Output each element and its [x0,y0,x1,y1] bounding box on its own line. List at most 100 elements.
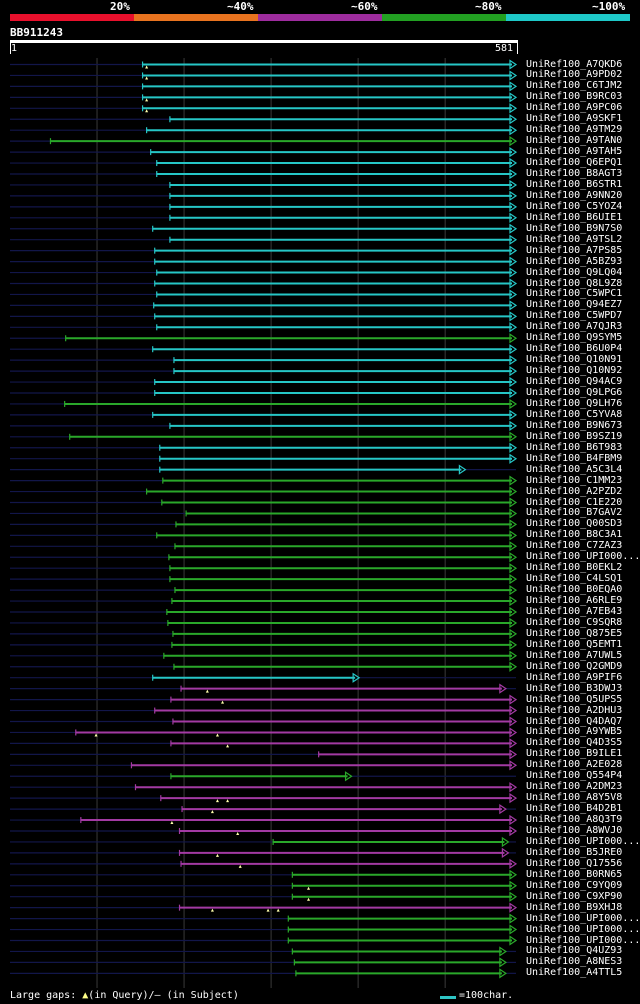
hit-label[interactable]: UniRef100_A9PIF6 [526,671,623,683]
hit-label[interactable]: UniRef100_Q875E5 [526,627,623,639]
hit-label[interactable]: UniRef100_C5WPC1 [526,288,623,300]
query-gap-marker-icon [238,864,242,868]
hit-label[interactable]: UniRef100_B4D2B1 [526,803,623,815]
hit-label[interactable]: UniRef100_A7QKD6 [526,58,623,70]
hit-label[interactable]: UniRef100_A7UWL5 [526,649,623,661]
hit-label[interactable]: UniRef100_C5YVA8 [526,408,623,420]
hit-label[interactable]: UniRef100_Q5UPS5 [526,693,623,705]
hit-label[interactable]: UniRef100_Q9SYM5 [526,332,623,344]
hit-label[interactable]: UniRef100_B0EQA0 [526,584,623,596]
hit-label[interactable]: UniRef100_A9YWB5 [526,726,623,738]
gap-legend-label: Large gaps: [10,990,77,1001]
hit-label[interactable]: UniRef100_C9YQ09 [526,879,623,891]
hit-label[interactable]: UniRef100_A2PZD2 [526,485,623,497]
hit-label[interactable]: UniRef100_Q10N91 [526,354,623,366]
hit-label[interactable]: UniRef100_B9ILE1 [526,748,623,760]
hit-label[interactable]: UniRef100_Q9LH76 [526,397,623,409]
hit-label[interactable]: UniRef100_Q6EPQ1 [526,157,623,169]
hit-label[interactable]: UniRef100_A4TTL5 [526,967,623,979]
hit-arrow-icon [509,355,518,366]
hit-label[interactable]: UniRef100_A9TM29 [526,124,623,136]
hit-arrow-icon [509,92,518,103]
hit-label[interactable]: UniRef100_B9XHJ8 [526,901,623,913]
hit-label[interactable]: UniRef100_A2DM23 [526,781,623,793]
hit-label[interactable]: UniRef100_C9XP90 [526,890,623,902]
hit-label[interactable]: UniRef100_B3DWJ3 [526,682,623,694]
hit-label[interactable]: UniRef100_Q4UZ93 [526,945,623,957]
hit-label[interactable]: UniRef100_B6UIE1 [526,211,623,223]
hit-label[interactable]: UniRef100_B9N7S0 [526,222,623,234]
hit-label[interactable]: UniRef100_UPI000... [526,934,640,946]
hit-label[interactable]: UniRef100_B9RC03 [526,91,623,103]
hit-arrow-icon [509,81,518,92]
hit-label[interactable]: UniRef100_B5JRE0 [526,846,623,858]
hit-arrow-icon [509,431,518,442]
hit-label[interactable]: UniRef100_Q9LPG6 [526,387,623,398]
legend-percent-label: ~100% [592,0,626,13]
hit-label[interactable]: UniRef100_Q4D3S5 [526,737,623,749]
hit-arrow-icon [509,212,518,223]
hit-label[interactable]: UniRef100_Q17556 [526,857,623,869]
hit-label[interactable]: UniRef100_A9TAN0 [526,135,623,147]
hit-label[interactable]: UniRef100_Q94AC9 [526,376,623,388]
hit-label[interactable]: UniRef100_Q554P4 [526,770,623,782]
hit-label[interactable]: UniRef100_Q2GMD9 [526,660,623,672]
hit-label[interactable]: UniRef100_A5C3L4 [526,463,623,475]
hit-label[interactable]: UniRef100_A8Q3T9 [526,814,623,826]
hit-label[interactable]: UniRef100_B9N673 [526,419,623,431]
hit-label[interactable]: UniRef100_A9NN20 [526,189,623,201]
hit-label[interactable]: UniRef100_B0EKL2 [526,562,623,574]
hit-label[interactable]: UniRef100_A9PC06 [526,102,623,114]
hit-label[interactable]: UniRef100_A9TSL2 [526,233,623,245]
hit-label[interactable]: UniRef100_Q9LQ04 [526,266,623,278]
hit-label[interactable]: UniRef100_B6STR1 [526,178,623,190]
hit-label[interactable]: UniRef100_Q8L9Z8 [526,277,623,289]
hit-label[interactable]: UniRef100_A7EB43 [526,606,623,617]
hit-label[interactable]: UniRef100_B4FBM9 [526,452,623,464]
hit-label[interactable]: UniRef100_A9SKF1 [526,113,623,125]
hit-label[interactable]: UniRef100_A6RLE9 [526,595,623,607]
hit-label[interactable]: UniRef100_B6U0P4 [526,343,623,355]
hit-label[interactable]: UniRef100_UPI000... [526,551,640,563]
query-start-label: 1 [11,43,18,54]
hit-label[interactable]: UniRef100_UPI000... [526,912,640,924]
hit-label[interactable]: UniRef100_A7PS85 [526,244,623,256]
hit-arrow-icon [509,705,518,716]
hit-label[interactable]: UniRef100_C7ZAZ3 [526,540,623,552]
hit-label[interactable]: UniRef100_UPI000... [526,923,640,935]
hit-label[interactable]: UniRef100_B7GAV2 [526,507,623,519]
hit-label[interactable]: UniRef100_A9TAH5 [526,146,623,158]
hit-label[interactable]: UniRef100_C5WPD7 [526,310,623,322]
hit-label[interactable]: UniRef100_A8Y5V8 [526,792,623,804]
hit-label[interactable]: UniRef100_A7QJR3 [526,321,623,333]
hit-arrow-icon [352,672,361,683]
hit-label[interactable]: UniRef100_B8AGT3 [526,168,623,179]
hit-label[interactable]: UniRef100_A2E028 [526,759,623,771]
hit-label[interactable]: UniRef100_A5BZ93 [526,255,623,267]
hit-label[interactable]: UniRef100_C9SQR8 [526,616,623,628]
hit-label[interactable]: UniRef100_A9PD02 [526,69,623,81]
hit-label[interactable]: UniRef100_C4LSQ1 [526,573,623,585]
hit-label[interactable]: UniRef100_A2DHU3 [526,704,623,716]
hit-label[interactable]: UniRef100_C6TJM2 [526,80,623,92]
hit-label[interactable]: UniRef100_Q5EMT1 [526,638,623,650]
hit-label[interactable]: UniRef100_C5YOZ4 [526,200,623,212]
hit-label[interactable]: UniRef100_Q00SD3 [526,518,623,530]
hit-label[interactable]: UniRef100_A8NES3 [526,956,623,968]
hit-label[interactable]: UniRef100_B9SZ19 [526,430,623,442]
hit-label[interactable]: UniRef100_B8C3A1 [526,529,623,541]
hit-label[interactable]: UniRef100_UPI000... [526,835,640,847]
query-gap-marker-icon [276,908,280,912]
hit-label[interactable]: UniRef100_A8WVJ0 [526,825,623,836]
hit-label[interactable]: UniRef100_Q10N92 [526,365,623,377]
hit-label[interactable]: UniRef100_C1E220 [526,496,623,508]
hit-arrow-icon [501,847,510,859]
hit-label[interactable]: UniRef100_B0RN65 [526,868,623,880]
hit-label[interactable]: UniRef100_B6T983 [526,441,623,453]
gap-legend-query: (in Query)/ [88,990,155,1001]
hit-label[interactable]: UniRef100_C1MM23 [526,474,623,486]
hit-label[interactable]: UniRef100_Q4DAQ7 [526,715,623,727]
hit-arrow-icon [509,530,518,541]
hit-label[interactable]: UniRef100_Q94EZ7 [526,299,623,311]
